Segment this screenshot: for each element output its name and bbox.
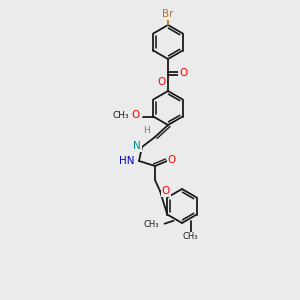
Text: N: N bbox=[133, 141, 141, 151]
Text: O: O bbox=[179, 68, 187, 78]
Text: HN: HN bbox=[118, 156, 134, 166]
Text: O: O bbox=[162, 186, 170, 196]
Text: CH₃: CH₃ bbox=[183, 232, 198, 241]
Text: H: H bbox=[143, 126, 150, 135]
Text: CH₃: CH₃ bbox=[113, 111, 129, 120]
Text: O: O bbox=[168, 155, 176, 165]
Text: CH₃: CH₃ bbox=[144, 220, 160, 229]
Text: Br: Br bbox=[162, 9, 174, 19]
Text: O: O bbox=[157, 77, 165, 87]
Text: O: O bbox=[131, 110, 139, 121]
